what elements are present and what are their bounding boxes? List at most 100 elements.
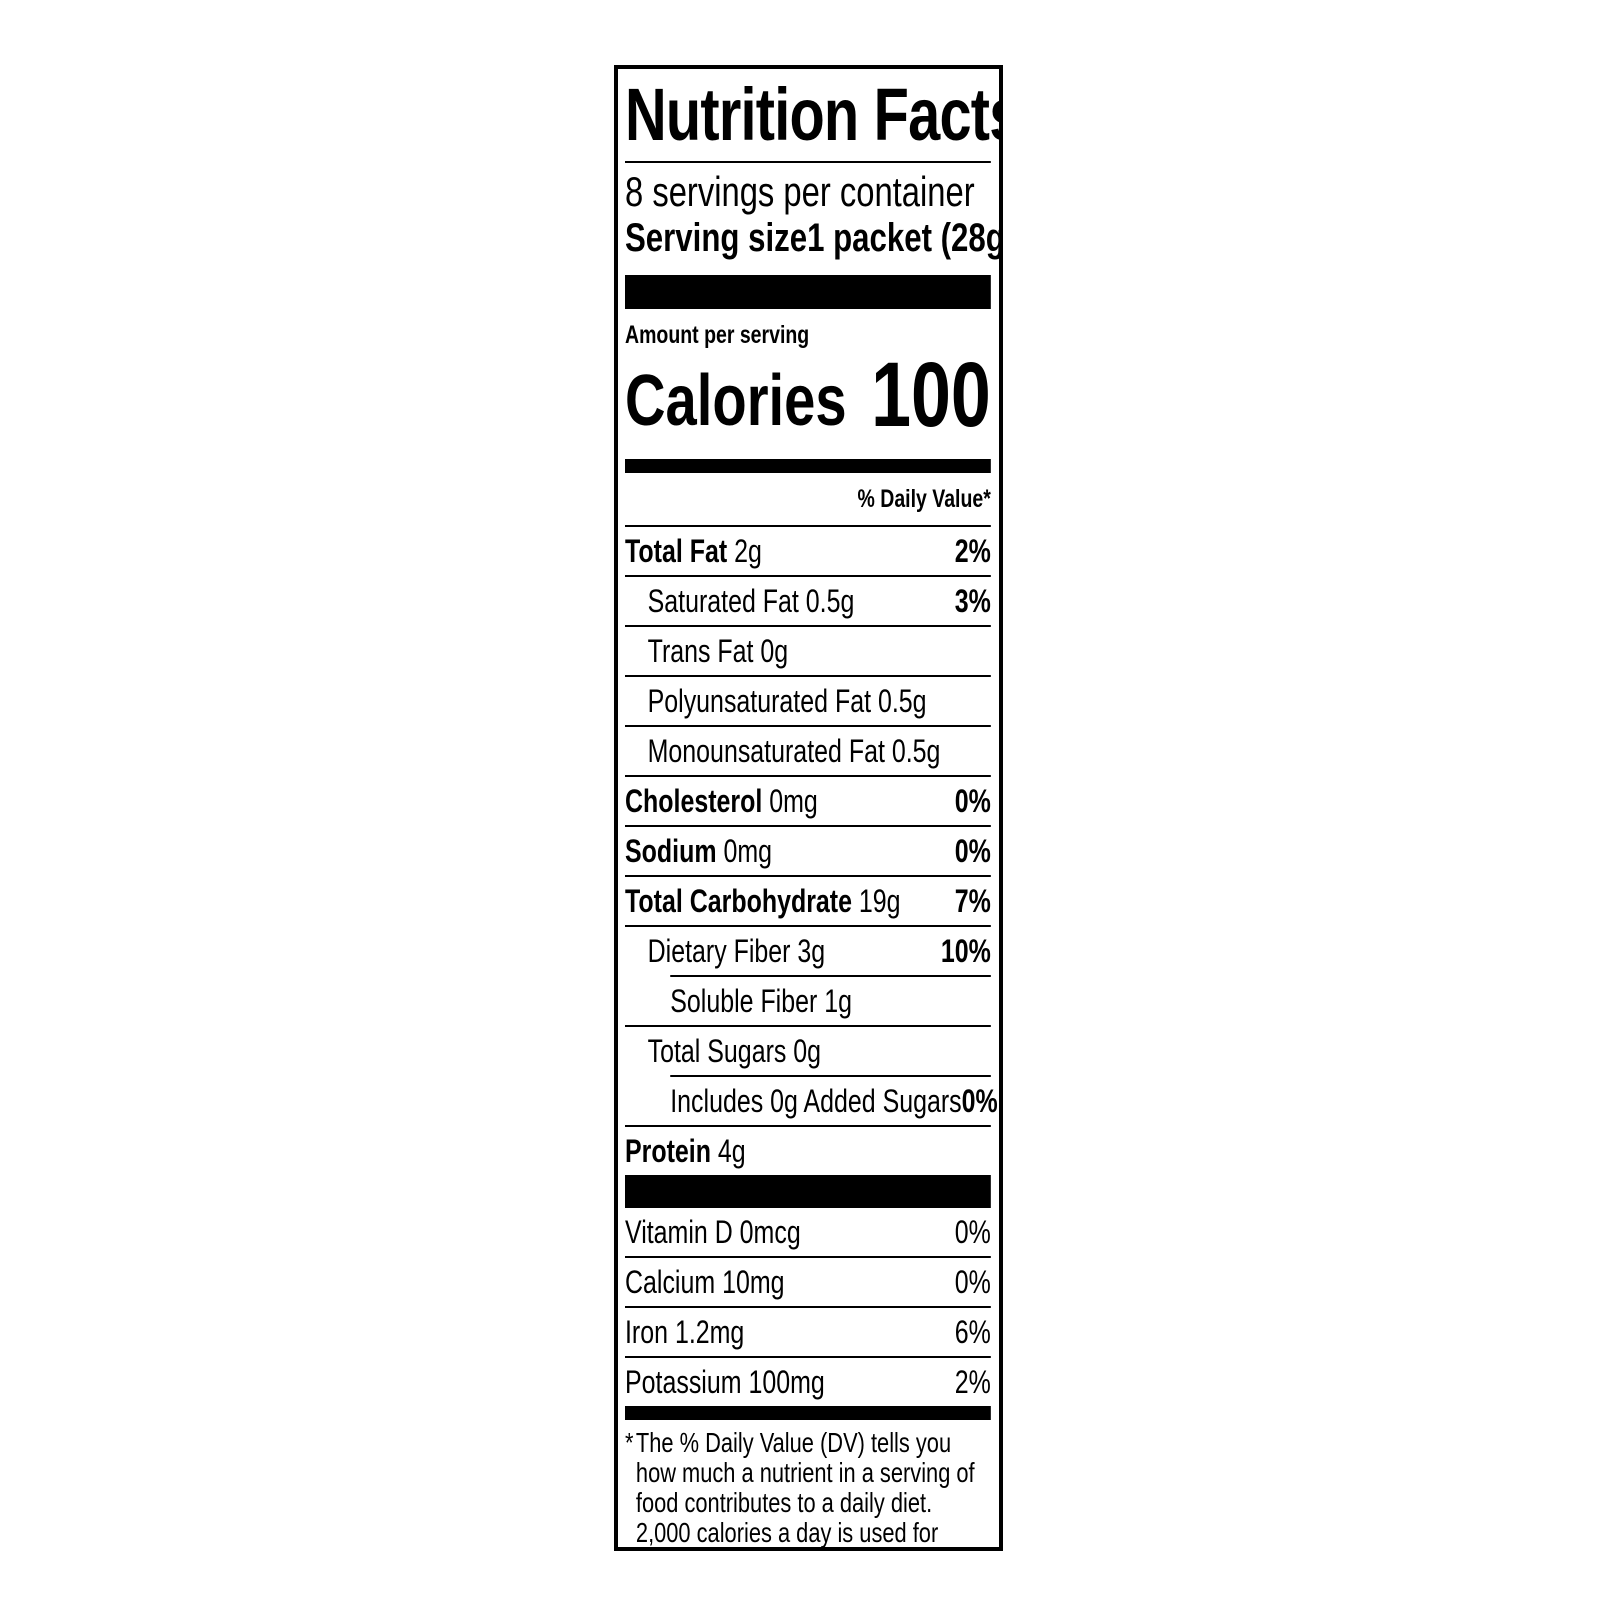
nutrient-row: Dietary Fiber 3g 10% [625, 925, 991, 975]
daily-value: 2% [954, 1363, 991, 1400]
nutrient-name: Dietary Fiber [647, 932, 791, 969]
calories-label: Calories [625, 361, 847, 441]
nutrient-row: Potassium 100mg 2% [625, 1356, 991, 1406]
nutrient-label: Total Sugars 0g [625, 1033, 821, 1070]
nutrient-label: Cholesterol 0mg [625, 783, 818, 820]
nutrient-label: Monounsaturated Fat 0.5g [625, 732, 941, 770]
thick-rule [625, 275, 991, 309]
nutrient-row: Sodium 0mg 0% [625, 825, 991, 875]
nutrient-amount: 0.5g [805, 582, 855, 619]
nutrient-name: Saturated Fat [647, 582, 799, 619]
nutrients: Total Fat 2g 2% Saturated Fat 0.5g 3% Trans … [625, 525, 998, 1175]
nutrient-name: Polyunsaturated Fat [647, 682, 872, 719]
daily-value: 0% [954, 1213, 991, 1250]
daily-value: 7% [954, 882, 991, 919]
calories-value: 100 [871, 344, 991, 446]
medium-rule [625, 1406, 991, 1420]
nutrient-row: Total Carbohydrate 19g 7% [625, 875, 991, 925]
daily-value: 0% [954, 832, 991, 869]
thick-rule [625, 1175, 991, 1206]
nutrient-amount: 2g [734, 532, 762, 569]
servings-per-container: 8 servings per container [625, 168, 975, 215]
daily-value: 10% [940, 932, 991, 969]
nutrient-name: Monounsaturated Fat [647, 732, 885, 769]
nutrient-name: Soluble Fiber [670, 982, 818, 1019]
nutrient-row: Calcium 10mg 0% [625, 1256, 991, 1306]
serving-size-label: Serving size [625, 216, 808, 260]
nutrient-label: Total Carbohydrate 19g [625, 883, 901, 920]
nutrient-amount: 1g [824, 982, 853, 1019]
nutrient-label: Dietary Fiber 3g [625, 932, 826, 970]
medium-rule [625, 459, 991, 473]
label-content: Nutrition Facts 8 servings per container… [625, 69, 999, 1548]
nutrition-label: Nutrition Facts 8 servings per container… [614, 65, 1003, 1551]
calories: Calories 100 [625, 344, 991, 446]
nutrient-label: Total Fat 2g [625, 533, 762, 570]
nutrient-amount: 0.5g [891, 732, 941, 769]
nutrient-label: Includes 0g Added Sugars [670, 1083, 961, 1120]
serving-size-value: 1 packet (28g) [807, 216, 1003, 260]
daily-value-header: % Daily Value* [857, 485, 991, 513]
nutrient-row: Polyunsaturated Fat 0.5g [625, 675, 991, 725]
nutrient-amount: 1.2mg [674, 1313, 745, 1350]
daily-value: 0% [954, 1263, 991, 1300]
nutrient-row: Includes 0g Added Sugars 0% [670, 1075, 998, 1125]
nutrient-amount: 0mg [769, 782, 818, 819]
footnote-star: * [625, 1427, 634, 1458]
nutrient-amount: 4g [717, 1132, 746, 1169]
nutrient-label: Trans Fat 0g [625, 632, 789, 670]
footnote-text: The % Daily Value (DV) tells you how muc… [635, 1427, 975, 1548]
serving-size: Serving size 1 packet (28g) [625, 215, 999, 261]
nutrient-amount: 10mg [722, 1263, 785, 1300]
nutrient-label: Sodium 0mg [625, 833, 772, 870]
nutrient-name: Trans Fat [647, 632, 754, 669]
nutrient-name: Iron [625, 1313, 669, 1350]
nutrient-row: Total Fat 2g 2% [625, 525, 991, 575]
nutrient-label: Polyunsaturated Fat 0.5g [625, 683, 927, 720]
nutrient-row: Soluble Fiber 1g [670, 975, 991, 1025]
daily-value: 0% [961, 1082, 998, 1119]
nutrient-name: Cholesterol [625, 782, 763, 819]
daily-value: 0% [954, 782, 991, 819]
nutrient-amount: 0mcg [739, 1213, 801, 1250]
nutrient-amount: 19g [858, 882, 901, 919]
daily-value: 3% [954, 582, 991, 619]
nutrient-amount: 0g [760, 632, 789, 669]
nutrient-label: Potassium 100mg [625, 1364, 825, 1401]
nutrient-row: Saturated Fat 0.5g 3% [625, 575, 991, 625]
nutrient-row: Vitamin D 0mcg 0% [625, 1206, 991, 1256]
nutrient-label: Calcium 10mg [625, 1264, 785, 1301]
nutrient-label: Protein 4g [625, 1133, 746, 1170]
nutrient-amount: 0mg [723, 832, 773, 869]
amount-per-serving: Amount per serving [625, 321, 810, 349]
nutrient-name: Sodium [625, 832, 717, 869]
nutrient-name: Total Sugars [647, 1032, 787, 1069]
nutrient-row: Protein 4g [625, 1125, 991, 1175]
daily-value: 6% [954, 1313, 991, 1350]
nutrient-name: Includes 0g Added Sugars [670, 1082, 962, 1119]
nutrient-amount: 100mg [748, 1363, 825, 1400]
nutrient-label: Soluble Fiber 1g [670, 983, 852, 1020]
nutrient-row: Monounsaturated Fat 0.5g [625, 725, 991, 775]
nutrient-name: Vitamin D [625, 1213, 733, 1250]
vitamins: Vitamin D 0mcg 0% Calcium 10mg 0% Iron 1.2mg… [625, 1206, 991, 1406]
nutrient-amount: 0g [793, 1032, 822, 1069]
title: Nutrition Facts [625, 69, 999, 163]
footnote: * The % Daily Value (DV) tells you how m… [625, 1420, 991, 1548]
nutrient-row: Trans Fat 0g [625, 625, 991, 675]
nutrient-name: Calcium [625, 1263, 716, 1300]
nutrient-name: Protein [625, 1132, 711, 1169]
nutrient-amount: 0.5g [877, 682, 927, 719]
nutrient-amount: 3g [797, 932, 826, 969]
nutrient-label: Saturated Fat 0.5g [625, 582, 855, 620]
nutrient-label: Vitamin D 0mcg [625, 1214, 801, 1251]
nutrient-label: Iron 1.2mg [625, 1314, 744, 1351]
nutrient-row: Cholesterol 0mg 0% [625, 775, 991, 825]
nutrient-row: Total Sugars 0g [625, 1025, 991, 1075]
daily-value: 2% [954, 532, 991, 569]
nutrient-name: Potassium [625, 1363, 742, 1400]
nutrient-name: Total Carbohydrate [625, 882, 852, 919]
nutrient-row: Iron 1.2mg 6% [625, 1306, 991, 1356]
nutrient-name: Total Fat [625, 532, 728, 569]
